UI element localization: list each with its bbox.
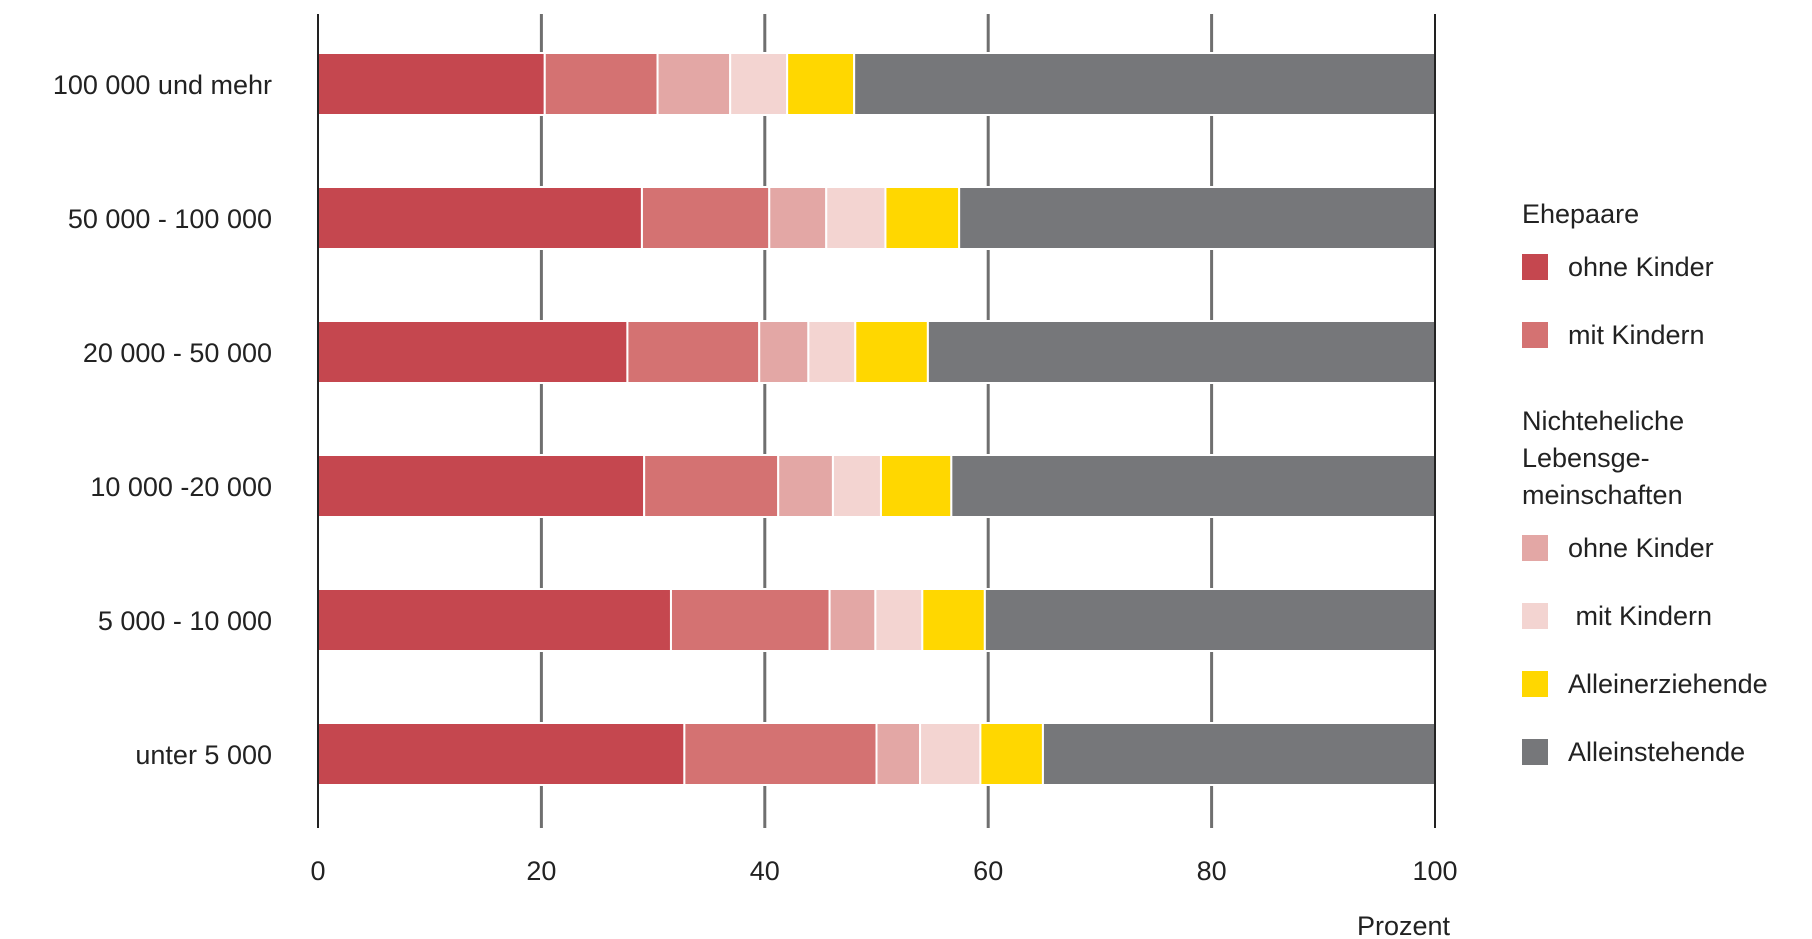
category-label: 10 000 -20 000	[90, 472, 272, 502]
bar-segment-ehe_ohne	[317, 320, 629, 384]
x-tick-label: 0	[310, 856, 325, 886]
legend-label: Alleinstehende	[1568, 736, 1746, 767]
legend-swatch	[1522, 535, 1548, 561]
legend-item-nel-ohne-kinder: ohne Kinder	[1522, 514, 1812, 582]
legend-item-ehe-mit-kindern: mit Kindern	[1522, 301, 1812, 369]
bar-segment-ehe_mit	[643, 454, 780, 518]
bar-segment-nel_mit	[831, 454, 882, 518]
x-tick-label: 40	[750, 856, 780, 886]
legend-group-nichteheliche: Nichteheliche Lebensge- meinschaften ohn…	[1522, 403, 1812, 786]
bar-segment-ehe_mit	[669, 588, 831, 652]
bar-segment-nel_mit	[825, 186, 887, 250]
legend-swatch	[1522, 739, 1548, 765]
legend-group-title-line: Nichteheliche	[1522, 406, 1685, 436]
bar-segment-ehe_ohne	[317, 454, 646, 518]
grid-lines	[539, 14, 1214, 828]
bar-segment-allein_st	[983, 588, 1436, 652]
legend-label: ohne Kinder	[1568, 251, 1714, 282]
legend-spacer	[1522, 369, 1812, 403]
bar-segment-nel_mit	[919, 722, 982, 786]
bar-segment-allein_erz	[854, 320, 929, 384]
axes	[317, 14, 1436, 828]
legend-label: mit Kindern	[1568, 600, 1713, 631]
bar-segment-allein_erz	[879, 454, 953, 518]
x-tick-label: 20	[526, 856, 556, 886]
legend-item-alleinerziehende: Alleinerziehende	[1522, 650, 1812, 718]
legend-label: Alleinerziehende	[1568, 668, 1768, 699]
bars	[317, 52, 1437, 786]
legend-swatch	[1522, 322, 1548, 348]
bar-segment-allein_st	[950, 454, 1436, 518]
legend-label: ohne Kinder	[1568, 532, 1714, 563]
bar-segment-allein_erz	[979, 722, 1044, 786]
bar-segment-nel_ohne	[768, 186, 828, 250]
bar-segment-nel_ohne	[875, 722, 922, 786]
bar-segment-allein_erz	[921, 588, 986, 652]
legend-swatch	[1522, 603, 1548, 629]
x-tick-label: 100	[1412, 856, 1457, 886]
bar-segment-allein_st	[926, 320, 1437, 384]
bar-segment-nel_ohne	[828, 588, 877, 652]
category-label: unter 5 000	[135, 740, 272, 770]
bar-segment-ehe_mit	[543, 52, 659, 116]
legend-item-nel-mit-kindern: mit Kindern	[1522, 582, 1812, 650]
bar-segment-allein_st	[958, 186, 1437, 250]
legend-group-title-line: Lebensge-	[1522, 443, 1650, 473]
bar-segment-allein_erz	[884, 186, 961, 250]
legend-label: mit Kindern	[1568, 319, 1705, 350]
bar-segment-nel_mit	[874, 588, 924, 652]
bar-segment-nel_ohne	[758, 320, 810, 384]
legend-group-title-line: meinschaften	[1522, 480, 1683, 510]
legend-swatch	[1522, 671, 1548, 697]
legend-group-title: Ehepaare	[1522, 199, 1640, 229]
bar-segment-ehe_ohne	[317, 588, 672, 652]
bar-segment-ehe_ohne	[317, 722, 686, 786]
bar-segment-allein_erz	[786, 52, 856, 116]
labels: 100 000 und mehr 50 000 - 100 000 20 000 -…	[53, 70, 1458, 939]
bar-segment-ehe_mit	[640, 186, 771, 250]
category-label: 20 000 - 50 000	[83, 338, 272, 368]
legend: Ehepaare ohne Kinder mit Kindern Nichteh…	[1522, 196, 1812, 786]
bar-segment-nel_mit	[807, 320, 857, 384]
category-label: 100 000 und mehr	[53, 70, 272, 100]
bar-segment-allein_st	[1041, 722, 1436, 786]
x-unit-label: Prozent	[1357, 911, 1451, 939]
bar-segment-ehe_mit	[626, 320, 761, 384]
bar-segment-nel_ohne	[656, 52, 732, 116]
legend-group-ehepaare: Ehepaare ohne Kinder mit Kindern	[1522, 196, 1812, 369]
bar-segment-nel_ohne	[777, 454, 834, 518]
bar-segment-ehe_mit	[683, 722, 878, 786]
legend-swatch	[1522, 254, 1548, 280]
bar-segment-allein_st	[853, 52, 1436, 116]
category-label: 5 000 - 10 000	[98, 606, 272, 636]
bar-segment-nel_mit	[729, 52, 789, 116]
x-tick-label: 60	[973, 856, 1003, 886]
bar-segment-ehe_ohne	[317, 52, 546, 116]
legend-item-ehe-ohne-kinder: ohne Kinder	[1522, 233, 1812, 301]
bar-segment-ehe_ohne	[317, 186, 643, 250]
category-label: 50 000 - 100 000	[68, 204, 272, 234]
x-tick-label: 80	[1197, 856, 1227, 886]
legend-item-alleinstehende: Alleinstehende	[1522, 718, 1812, 786]
